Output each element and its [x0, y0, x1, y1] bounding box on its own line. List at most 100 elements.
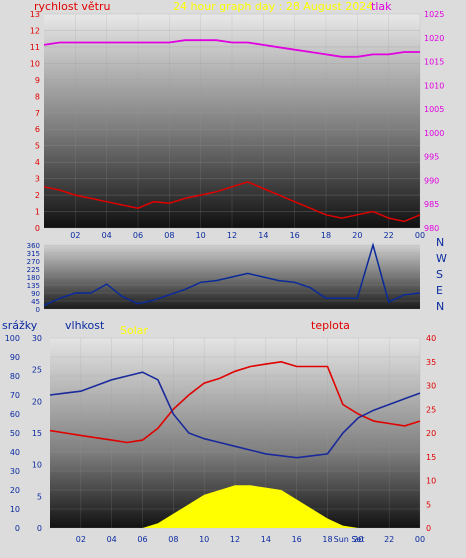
wind-axis-tick: 4	[35, 158, 40, 167]
rain-axis-tick: 0	[15, 524, 20, 533]
solar-label: Solar	[120, 324, 149, 337]
pressure-axis-tick: 985	[424, 200, 439, 209]
wind-x-tick: 12	[227, 231, 237, 240]
pressure-axis-tick: 1005	[424, 105, 444, 114]
wind-x-tick: 04	[102, 231, 112, 240]
temperature-axis-tick: 5	[426, 500, 431, 509]
series-line-pressure	[43, 39, 420, 58]
direction-axis-tick: 180	[27, 274, 40, 282]
series-line-humidity	[49, 371, 421, 459]
wind-x-tick: 20	[352, 231, 362, 240]
direction-north-label: N	[436, 236, 445, 249]
temp-x-tick: 18	[322, 535, 332, 544]
temp-x-tick: 20	[353, 535, 363, 544]
pressure-axis-tick: 1015	[424, 58, 444, 67]
rain-axis-tick: 60	[10, 410, 20, 419]
wind-axis-tick: 8	[35, 92, 40, 101]
rain-axis-tick: 90	[10, 353, 20, 362]
direction-north-end-label: N	[436, 300, 445, 313]
humidity-label: vlhkost	[65, 319, 105, 332]
temperature-axis-tick: 10	[426, 477, 436, 486]
rain-axis-tick: 100	[5, 334, 20, 343]
humidity-axis-tick: 0	[37, 524, 42, 533]
pressure-axis-tick: 1010	[424, 81, 444, 90]
wind-axis-tick: 9	[35, 76, 40, 85]
humidity-axis-tick: 5	[37, 492, 42, 501]
wind-axis-tick: 1	[35, 208, 40, 217]
wind-plot-area	[44, 14, 420, 228]
temp-x-tick: 12	[230, 535, 240, 544]
direction-west-label: W	[436, 252, 447, 265]
series-line-temperature	[49, 360, 421, 444]
rain-axis-tick: 80	[10, 372, 20, 381]
direction-axis-tick: 90	[31, 290, 40, 298]
wind-axis-tick: 6	[35, 125, 40, 134]
rain-axis-tick: 30	[10, 467, 20, 476]
wind-x-tick: 00	[415, 231, 425, 240]
rain-axis-tick: 50	[10, 429, 20, 438]
temp-x-tick: 06	[137, 535, 147, 544]
direction-east-label: E	[436, 284, 443, 297]
wind-axis-tick: 10	[30, 59, 40, 68]
temperature-axis-tick: 30	[426, 382, 436, 391]
wind-x-tick: 16	[290, 231, 300, 240]
temperature-axis-tick: 40	[426, 334, 436, 343]
humidity-axis-tick: 30	[32, 334, 42, 343]
wind-axis-tick: 7	[35, 109, 40, 118]
wind-axis-tick: 11	[30, 43, 40, 52]
rain-label: srážky	[2, 319, 38, 332]
temp-x-tick: Sun Set	[334, 535, 365, 544]
wind-x-tick: 14	[258, 231, 268, 240]
rain-axis-tick: 40	[10, 448, 20, 457]
direction-axis-tick: 135	[27, 282, 40, 290]
direction-south-label: S	[436, 268, 443, 281]
temperature-axis-tick: 15	[426, 453, 436, 462]
pressure-axis-tick: 990	[424, 176, 439, 185]
pressure-label: tlak	[371, 0, 392, 13]
temp-x-tick: 00	[415, 535, 425, 544]
humidity-axis-tick: 25	[32, 366, 42, 375]
rain-axis-tick: 70	[10, 391, 20, 400]
temperature-label: teplota	[311, 319, 350, 332]
temperature-axis-tick: 0	[426, 524, 431, 533]
wind-x-tick: 06	[133, 231, 143, 240]
wind-x-tick: 10	[196, 231, 206, 240]
wind-x-tick: 22	[384, 231, 394, 240]
direction-axis-tick: 270	[27, 258, 40, 266]
humidity-axis-tick: 20	[32, 397, 42, 406]
humidity-axis-tick: 10	[32, 461, 42, 470]
wind-speed-label: rychlost větru	[34, 0, 111, 13]
series-line-wind-direction	[43, 242, 421, 307]
humidity-axis-tick: 15	[32, 429, 42, 438]
temp-x-tick: 14	[261, 535, 271, 544]
pressure-axis-tick: 980	[424, 224, 439, 233]
wind-axis-tick: 3	[35, 175, 40, 184]
temp-x-tick: 02	[76, 535, 86, 544]
temp-x-tick: 08	[168, 535, 178, 544]
pressure-axis-tick: 1020	[424, 34, 444, 43]
rain-axis-tick: 20	[10, 486, 20, 495]
direction-axis-tick: 225	[27, 266, 40, 274]
pressure-axis-tick: 995	[424, 153, 439, 162]
direction-axis-tick: 45	[31, 298, 40, 306]
pressure-axis-tick: 1025	[424, 10, 444, 19]
temperature-axis-tick: 25	[426, 405, 436, 414]
wind-x-tick: 18	[321, 231, 331, 240]
temp-x-tick: 10	[199, 535, 209, 544]
series-line-wind-speed	[43, 181, 421, 223]
wind-x-tick: 08	[164, 231, 174, 240]
chart-title: 24 hour graph day : 28 August 2024	[173, 0, 374, 13]
pressure-axis-tick: 1000	[424, 129, 444, 138]
wind-axis-tick: 0	[35, 224, 40, 233]
series-area-solar	[142, 485, 359, 528]
wind-axis-tick: 2	[35, 191, 40, 200]
wind-axis-tick: 12	[30, 26, 40, 35]
temperature-axis-tick: 20	[426, 429, 436, 438]
wind-axis-tick: 5	[35, 142, 40, 151]
temp-x-tick: 16	[292, 535, 302, 544]
temp-x-tick: 22	[384, 535, 394, 544]
temperature-axis-tick: 35	[426, 358, 436, 367]
rain-axis-tick: 10	[10, 505, 20, 514]
